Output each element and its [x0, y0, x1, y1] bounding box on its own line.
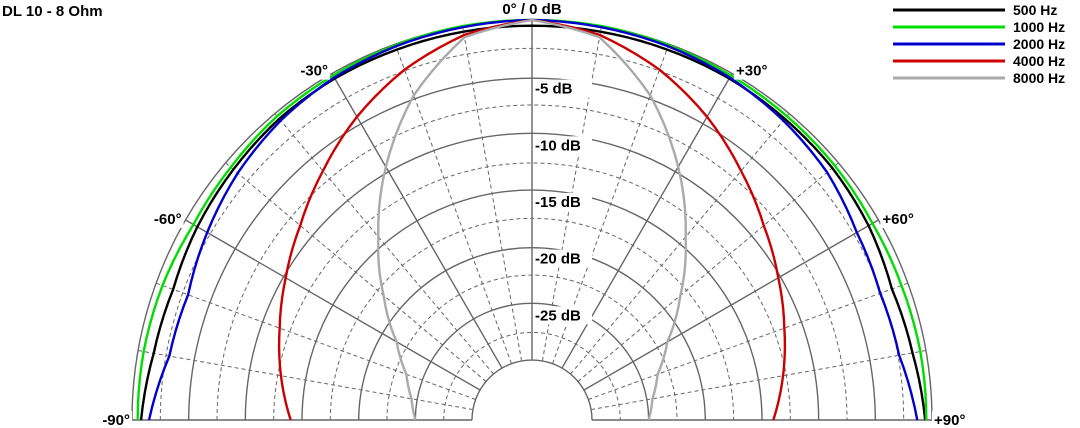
minor-grid-circle	[273, 162, 791, 421]
angle-label-bg	[734, 61, 778, 80]
minor-grid-circle	[216, 104, 848, 421]
legend-label: 4000 Hz	[1013, 53, 1065, 69]
major-grid-radial	[331, 73, 503, 369]
db-label-bg	[534, 136, 592, 155]
legend-label: 8000 Hz	[1013, 70, 1065, 86]
db-label-bg	[534, 306, 592, 325]
axis-labels: 0° / 0 dB -5 dB -10 dB -15 dB -20 dB -25 dB -9…	[88, 1, 976, 428]
legend-label: 500 Hz	[1013, 2, 1057, 18]
angle-tick-label: +30°	[736, 63, 767, 80]
angle-tick-label: +60°	[882, 211, 913, 228]
db-tick-label: -10 dB	[535, 137, 581, 154]
angle-tick-label: -90°	[102, 412, 130, 428]
angle-label-bg	[88, 411, 132, 428]
db-tick-label: -20 dB	[535, 251, 581, 268]
db-label-bg	[534, 193, 592, 211]
angle-label-bg	[286, 61, 330, 80]
db-label-bg	[534, 79, 592, 98]
center-top-label: 0° / 0 dB	[502, 1, 562, 18]
legend-label: 2000 Hz	[1013, 36, 1065, 52]
series-line-8000-hz	[376, 18, 688, 421]
angle-label-bg	[932, 411, 976, 428]
major-grid-radial	[185, 219, 481, 391]
series-group	[136, 18, 928, 421]
angle-tick-label: -60°	[154, 211, 182, 228]
legend-label: 1000 Hz	[1013, 19, 1065, 35]
db-tick-label: -5 dB	[535, 81, 573, 98]
angle-label-bg	[880, 210, 925, 228]
angle-label-bg	[139, 210, 184, 228]
major-grid-radial	[583, 219, 879, 391]
angle-tick-label: -30°	[300, 63, 328, 80]
angle-tick-label: +90°	[934, 412, 965, 428]
db-tick-label: -25 dB	[535, 307, 581, 324]
chart-title: DL 10 - 8 Ohm	[2, 3, 103, 20]
db-tick-label: -15 dB	[535, 194, 581, 211]
series-line-500-hz	[139, 24, 927, 421]
db-label-bg	[534, 249, 592, 268]
minor-grid-circle	[443, 331, 621, 421]
